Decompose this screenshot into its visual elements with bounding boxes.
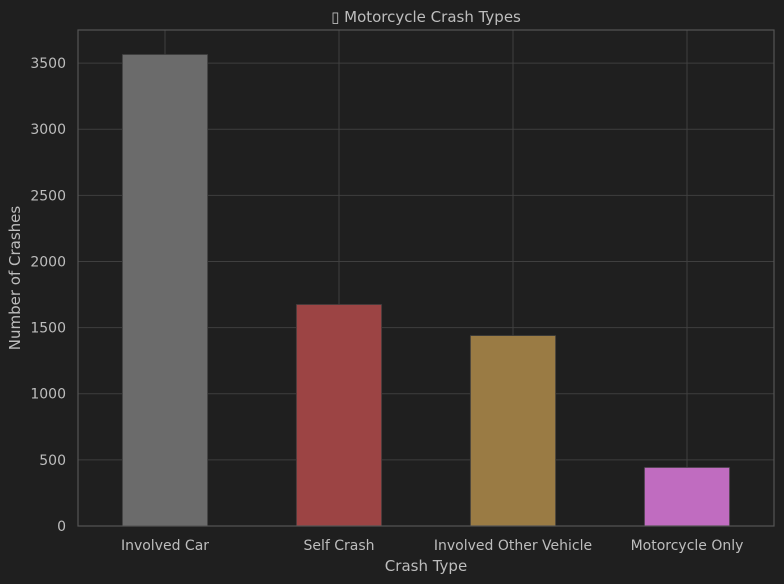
x-axis-label: Crash Type bbox=[385, 557, 467, 575]
y-tick-label: 2000 bbox=[30, 254, 66, 270]
x-tick-label: Involved Other Vehicle bbox=[434, 538, 592, 554]
x-tick-labels: Involved Car Self Crash Involved Other Veh… bbox=[121, 538, 743, 554]
bar-involved-other-vehicle bbox=[469, 335, 557, 527]
y-tick-label: 2500 bbox=[30, 188, 66, 204]
chart-title: ▯ Motorcycle Crash Types bbox=[331, 8, 521, 26]
x-tick-label: Motorcycle Only bbox=[631, 538, 744, 554]
y-tick-label: 1500 bbox=[30, 321, 66, 337]
bar-motorcycle-only bbox=[643, 467, 731, 527]
plot-frame bbox=[77, 29, 775, 527]
bar-self-crash bbox=[295, 304, 383, 527]
bar-involved-car bbox=[121, 54, 209, 527]
y-tick-label: 0 bbox=[57, 519, 66, 535]
y-tick-label: 3000 bbox=[30, 122, 66, 138]
x-tick-label: Self Crash bbox=[303, 538, 374, 554]
y-tick-labels: 0 500 1000 1500 2000 2500 3000 3500 bbox=[30, 56, 66, 535]
x-tick-label: Involved Car bbox=[121, 538, 209, 554]
y-tick-label: 500 bbox=[39, 453, 66, 469]
y-tick-label: 3500 bbox=[30, 56, 66, 72]
y-axis-label: Number of Crashes bbox=[6, 206, 24, 351]
y-tick-label: 1000 bbox=[30, 387, 66, 403]
bar-layer bbox=[121, 54, 731, 527]
